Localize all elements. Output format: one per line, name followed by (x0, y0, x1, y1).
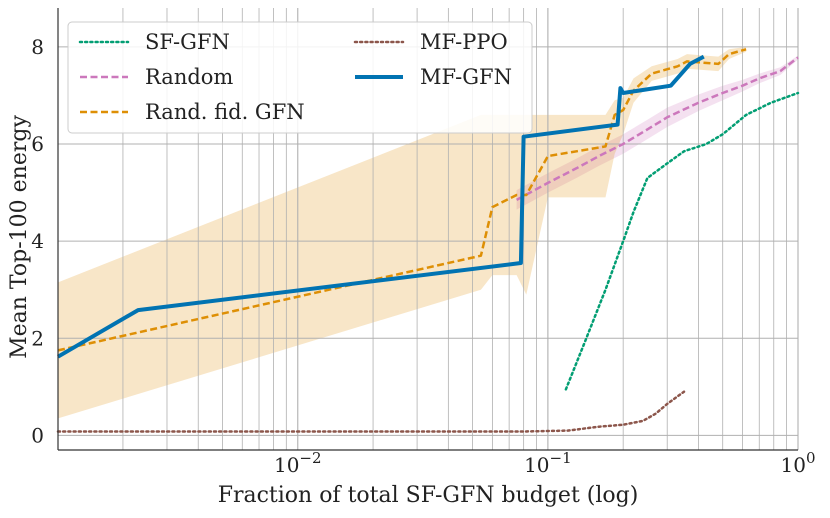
legend: SF-GFN Random Rand. fid. GFN MF-PPO MF-GFN (67, 21, 533, 134)
legend-label: MF-GFN (420, 65, 512, 89)
x-axis-label: Fraction of total SF-GFN budget (log) (218, 483, 639, 508)
legend-label: Random (145, 65, 233, 89)
series-lines (56, 48, 800, 433)
series-line-random (516, 56, 799, 201)
y-tick-label: 0 (31, 423, 44, 447)
y-tick-label: 2 (31, 326, 44, 350)
axes (57, 8, 798, 451)
legend-label: SF-GFN (145, 30, 230, 54)
series-line-sf-gfn (564, 91, 800, 391)
y-axis-label: Mean Top-100 energy (7, 115, 32, 359)
y-tick-label: 8 (31, 35, 44, 59)
uncertainty-bands (58, 46, 798, 419)
band-rand-fid-gfn (58, 46, 747, 419)
legend-frame (67, 21, 533, 134)
x-tick-label: 10−2 (274, 449, 322, 477)
x-tick-label: 10−1 (524, 449, 572, 477)
legend-label: MF-PPO (420, 30, 508, 54)
band-random (516, 55, 798, 210)
y-tick-label: 6 (31, 132, 44, 156)
y-tick-label: 4 (31, 229, 44, 253)
tick-labels: 0 2 4 6 8 10−2 10−1 100 (31, 35, 815, 477)
series-line-mf-ppo (56, 390, 686, 433)
series-line-rand-fid-gfn (57, 48, 747, 352)
x-tick-label: 100 (781, 449, 816, 477)
series-line-mf-gfn (56, 54, 705, 359)
legend-label: Rand. fid. GFN (145, 100, 305, 124)
